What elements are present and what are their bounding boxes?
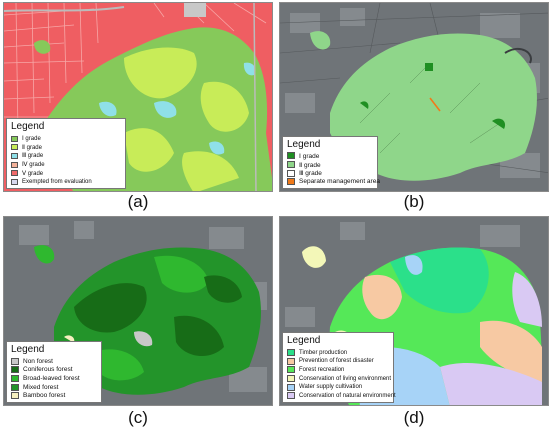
legend-swatch xyxy=(11,161,18,168)
legend-item: Timber production xyxy=(287,348,389,357)
legend-c: Legend Non forest Coniferous forest Broa… xyxy=(6,341,102,403)
legend-swatch xyxy=(11,178,18,185)
forest-type-map-c xyxy=(4,217,272,405)
legend-swatch xyxy=(11,152,18,159)
legend-swatch xyxy=(287,178,295,186)
caption-a: (a) xyxy=(127,192,149,211)
legend-swatch xyxy=(11,357,19,365)
legend-swatch xyxy=(287,383,295,391)
caption-d: (d) xyxy=(403,408,425,427)
legend-item: Prevention of forest disaster xyxy=(287,357,389,366)
legend-item: Broad-leaved forest xyxy=(11,374,97,383)
legend-swatch xyxy=(287,161,295,169)
caption-b: (b) xyxy=(403,192,425,211)
legend-swatch xyxy=(287,169,295,177)
legend-title: Legend xyxy=(287,335,321,347)
legend-item: Forest recreation xyxy=(287,366,389,375)
legend-label: Separate management area xyxy=(299,178,380,186)
legend-label: Ⅱ grade xyxy=(22,144,42,151)
legend-title: Legend xyxy=(11,344,45,356)
map-panel-a: Legend Ⅰ grade Ⅱ grade Ⅲ grade Ⅳ grade Ⅴ… xyxy=(3,2,273,192)
legend-title: Legend xyxy=(287,138,321,150)
legend-swatch xyxy=(287,366,295,374)
legend-swatch xyxy=(287,392,295,400)
legend-a: Legend Ⅰ grade Ⅱ grade Ⅲ grade Ⅳ grade Ⅴ… xyxy=(6,118,126,189)
legend-item: Mixed forest xyxy=(11,383,97,392)
legend-label: Ⅲ grade xyxy=(299,170,322,178)
legend-label: Bamboo forest xyxy=(23,392,66,400)
legend-swatch xyxy=(11,366,19,374)
legend-label: Water supply cultivation xyxy=(299,384,363,391)
legend-item: Exempted from evaluation xyxy=(11,177,121,186)
legend-item: Conservation of natural environment xyxy=(287,391,396,400)
legend-title: Legend xyxy=(11,121,45,133)
legend-label: Ⅰ grade xyxy=(22,136,41,143)
legend-swatch xyxy=(11,135,18,142)
legend-item: Separate management area xyxy=(287,177,380,186)
legend-swatch xyxy=(287,349,295,357)
legend-label: Conservation of natural environment xyxy=(299,392,396,399)
legend-label: Timber production xyxy=(299,349,348,356)
legend-item: Ⅴ grade xyxy=(11,169,121,178)
legend-item: Ⅰ grade xyxy=(11,134,121,143)
legend-swatch xyxy=(11,383,19,391)
forest-grade-map-b xyxy=(280,3,548,191)
legend-label: Coniferous forest xyxy=(23,366,73,374)
caption-c: (c) xyxy=(128,408,148,427)
legend-label: Non forest xyxy=(23,357,53,365)
map-panel-d: Legend Timber production Prevention of f… xyxy=(279,216,549,406)
legend-label: Broad-leaved forest xyxy=(23,375,80,383)
legend-item: Coniferous forest xyxy=(11,366,97,375)
legend-b: Legend Ⅰ grade Ⅱ grade Ⅲ grade Separate … xyxy=(282,135,380,189)
legend-label: Prevention of forest disaster xyxy=(299,358,374,365)
legend-swatch xyxy=(11,375,19,383)
legend-label: Ⅴ grade xyxy=(22,170,44,177)
legend-item: Ⅲ grade xyxy=(287,169,373,178)
map-panel-c: Legend Non forest Coniferous forest Broa… xyxy=(3,216,273,406)
legend-swatch xyxy=(11,170,18,177)
legend-label: Ⅲ grade xyxy=(22,153,44,160)
legend-swatch xyxy=(287,152,295,160)
legend-item: Ⅳ grade xyxy=(11,160,121,169)
map-panel-b: Legend Ⅰ grade Ⅱ grade Ⅲ grade Separate … xyxy=(279,2,549,192)
legend-item: Ⅱ grade xyxy=(11,143,121,152)
legend-label: Conservation of living environment xyxy=(299,375,392,382)
legend-label: Mixed forest xyxy=(23,383,59,391)
legend-d: Legend Timber production Prevention of f… xyxy=(282,332,396,403)
legend-item: Bamboo forest xyxy=(11,391,97,400)
legend-item: Ⅰ grade xyxy=(287,152,373,161)
legend-label: Ⅰ grade xyxy=(299,152,320,160)
legend-swatch xyxy=(11,392,19,400)
legend-swatch xyxy=(287,357,295,365)
legend-swatch xyxy=(287,375,295,383)
legend-label: Ⅳ grade xyxy=(22,162,45,169)
legend-item: Non forest xyxy=(11,357,97,366)
legend-swatch xyxy=(11,144,18,151)
forest-grade-map-a xyxy=(4,3,272,191)
legend-item: Ⅱ grade xyxy=(287,160,373,169)
legend-label: Ⅱ grade xyxy=(299,161,321,169)
legend-item: Ⅲ grade xyxy=(11,152,121,161)
legend-label: Exempted from evaluation xyxy=(22,178,92,185)
legend-label: Forest recreation xyxy=(299,366,345,373)
legend-item: Water supply cultivation xyxy=(287,383,389,392)
legend-item: Conservation of living environment xyxy=(287,374,392,383)
